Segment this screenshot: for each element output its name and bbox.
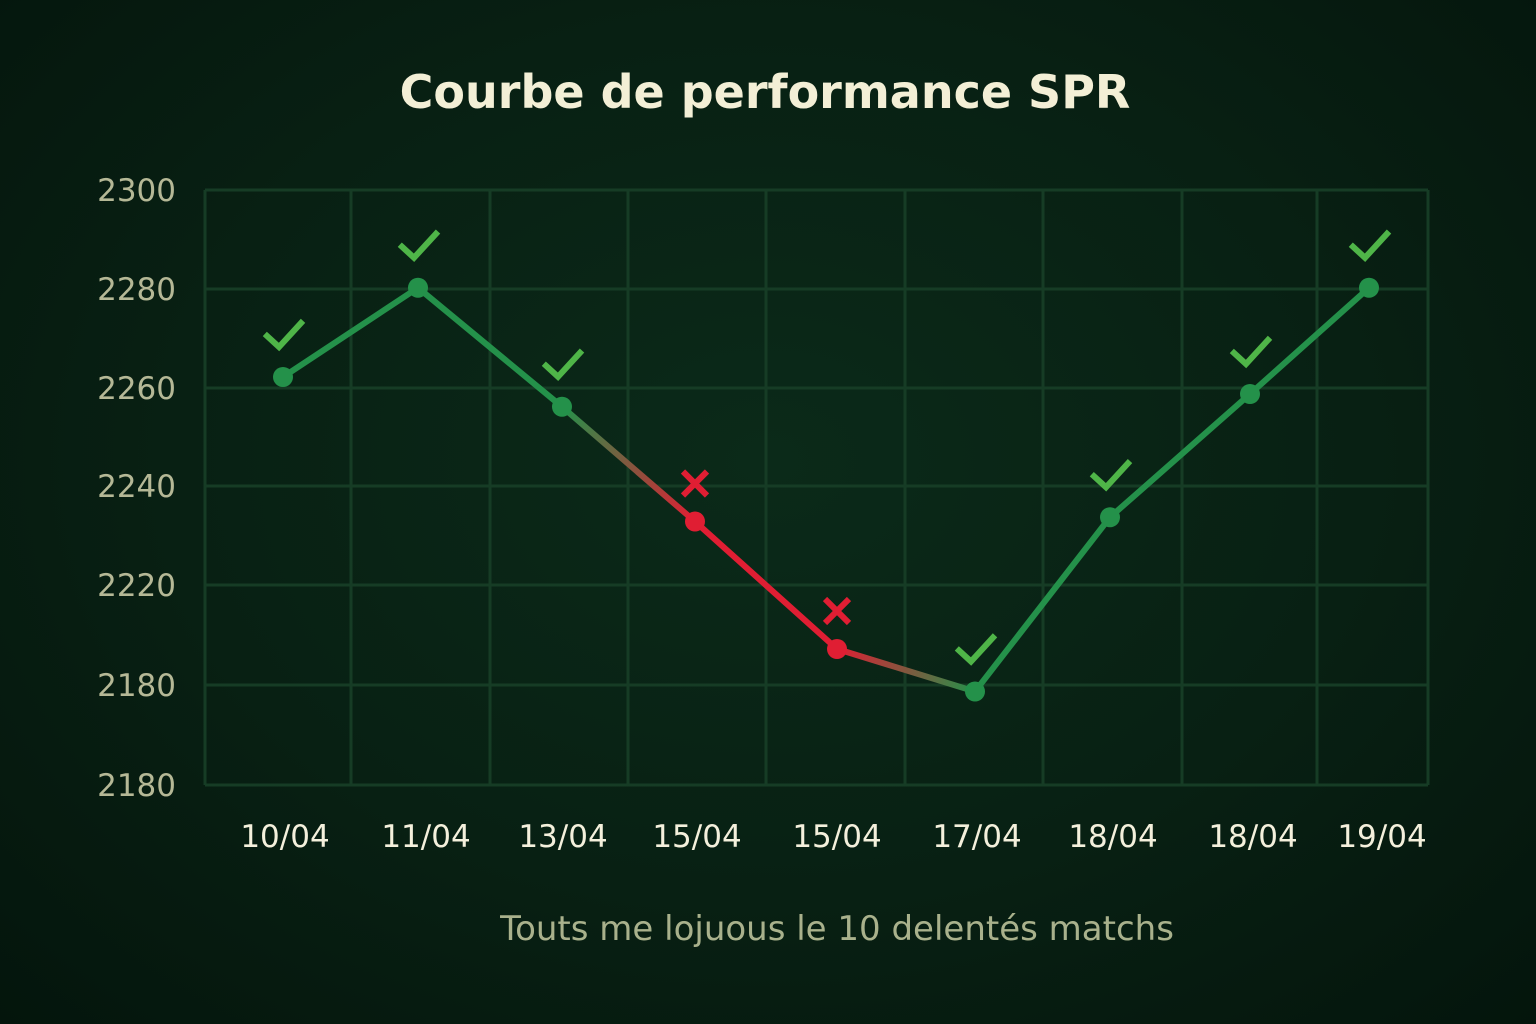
y-tick-label: 2180	[97, 768, 176, 804]
cross-icon	[822, 596, 852, 626]
y-axis-ticks: 2300 2280 2260 2240 2220 2180 2180	[97, 173, 176, 804]
checkmark-icon	[1229, 335, 1273, 369]
checkmark-icon	[397, 229, 441, 262]
x-tick-label: 11/04	[381, 819, 470, 855]
chart-title: Courbe de performance SPR	[400, 65, 1131, 119]
line-segment	[972, 514, 1113, 695]
data-point	[552, 396, 572, 417]
y-tick-label: 2220	[97, 568, 176, 604]
data-point	[827, 639, 847, 659]
checkmark-icon	[954, 633, 998, 666]
x-tick-label: 10/04	[240, 819, 329, 855]
data-point	[273, 367, 293, 387]
line-segment	[280, 284, 421, 380]
grid	[203, 188, 1430, 787]
data-point	[965, 681, 985, 702]
checkmark-icon	[262, 318, 306, 352]
y-tick-label: 2280	[97, 272, 176, 308]
data-point	[685, 511, 705, 532]
x-tick-label: 18/04	[1068, 819, 1157, 855]
series-line	[280, 284, 1372, 695]
data-point	[1240, 384, 1260, 404]
checkmark-icon	[1348, 229, 1392, 262]
chart-footnote: Touts me lojuous le 10 delentés matchs	[499, 909, 1174, 949]
cross-stroke	[822, 596, 852, 626]
result-markers	[262, 229, 1392, 666]
data-point	[408, 277, 428, 298]
line-segment	[692, 518, 840, 652]
x-tick-label: 13/04	[518, 819, 607, 855]
y-tick-label: 2260	[97, 371, 176, 407]
line-segment	[834, 646, 978, 695]
y-tick-label: 2240	[97, 469, 176, 505]
cross-icon	[680, 469, 710, 498]
line-segment	[559, 403, 698, 525]
checkmark-icon	[541, 348, 585, 381]
y-tick-label: 2300	[97, 173, 176, 209]
cross-stroke	[680, 469, 710, 498]
x-axis-ticks: 10/04 11/04 13/04 15/04 15/04 17/04 18/04 18/04…	[240, 819, 1426, 855]
x-tick-label: 18/04	[1208, 819, 1297, 855]
data-point	[1359, 277, 1379, 298]
x-tick-label: 15/04	[652, 819, 741, 855]
line-segment	[1107, 391, 1253, 521]
x-tick-label: 17/04	[932, 819, 1021, 855]
line-segment	[415, 284, 565, 410]
y-tick-label: 2180	[97, 668, 176, 704]
x-tick-label: 19/04	[1337, 819, 1426, 855]
data-point	[1100, 507, 1120, 528]
x-tick-label: 15/04	[792, 819, 881, 855]
checkmark-icon	[1089, 459, 1133, 492]
line-segment	[1247, 284, 1372, 397]
data-points	[273, 277, 1379, 702]
